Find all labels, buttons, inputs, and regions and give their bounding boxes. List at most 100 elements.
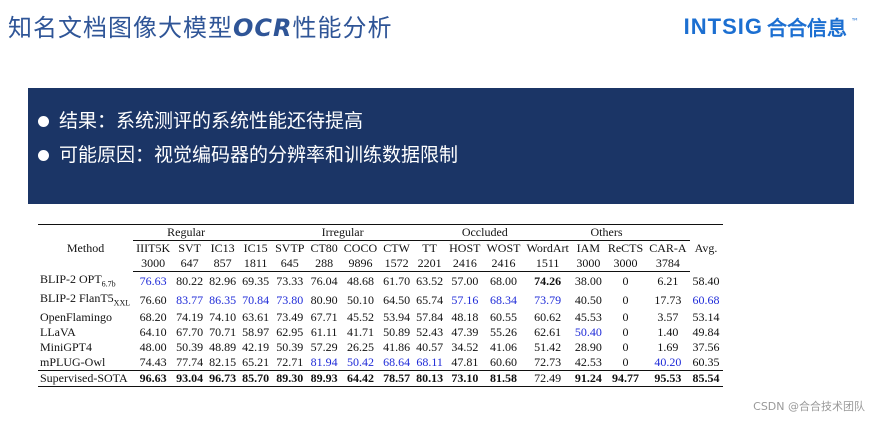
- results-table: Method Regular Irregular Occluded Others Avg.…: [38, 224, 723, 388]
- dataset-size: 857: [206, 256, 240, 272]
- score-cell: 40.57: [416, 340, 444, 355]
- bullet-dot-icon: [38, 149, 49, 161]
- table-row: BLIP-2 FlanT5XXL 76.60 83.77 86.35 70.84 73.8…: [38, 291, 723, 310]
- score-cell: 80.90: [310, 293, 338, 308]
- score-cell: 93.04: [173, 370, 207, 388]
- score-cell: 45.52: [346, 310, 374, 325]
- score-cell: 83.77: [176, 293, 204, 308]
- score-cell: 60.35: [692, 355, 720, 370]
- score-cell: 57.00: [451, 273, 479, 288]
- score-cell: 0: [622, 355, 629, 370]
- score-cell: 48.00: [139, 340, 167, 355]
- score-cell: 62.61: [534, 325, 562, 340]
- dataset-size: 3000: [604, 256, 647, 272]
- score-cell: 50.42: [346, 355, 374, 370]
- score-cell: 26.25: [346, 340, 374, 355]
- score-cell: 0: [622, 310, 629, 325]
- score-cell: 58.97: [242, 325, 270, 340]
- dataset-size: 1811: [239, 256, 273, 272]
- dataset-header: SVTP: [275, 241, 305, 255]
- score-cell: 57.29: [310, 340, 338, 355]
- score-cell: 61.11: [310, 325, 338, 340]
- score-cell: 0: [622, 340, 629, 355]
- score-cell: 60.55: [489, 310, 517, 325]
- score-cell: 53.94: [383, 310, 411, 325]
- score-cell: 50.39: [176, 340, 204, 355]
- score-cell: 89.30: [272, 370, 308, 388]
- dataset-header: WOST: [486, 241, 521, 255]
- dataset-header: ReCTS: [607, 241, 644, 255]
- dataset-header: WordArt: [526, 241, 569, 255]
- score-cell: 49.84: [692, 325, 720, 340]
- score-cell: 52.43: [416, 325, 444, 340]
- score-cell: 73.10: [446, 370, 484, 388]
- score-cell: 58.40: [692, 273, 720, 288]
- table-row: Supervised-SOTA 96.63 93.04 96.73 85.70 89.30…: [38, 370, 723, 388]
- score-cell: 76.60: [139, 293, 167, 308]
- group-header: Irregular: [239, 224, 447, 241]
- score-cell: 74.26: [534, 273, 562, 288]
- method-name: Supervised-SOTA: [38, 370, 134, 388]
- score-cell: 53.14: [692, 310, 720, 325]
- method-name: BLIP-2 FlanT5XXL: [40, 290, 131, 308]
- score-cell: 1.40: [657, 325, 679, 340]
- score-cell: 81.58: [483, 370, 524, 388]
- score-cell: 72.49: [523, 370, 572, 388]
- dataset-size: 2201: [413, 256, 447, 272]
- score-cell: 96.73: [206, 370, 240, 388]
- score-cell: 41.86: [383, 340, 411, 355]
- group-header: Regular: [133, 224, 240, 241]
- score-cell: 42.53: [574, 355, 602, 370]
- score-cell: 60.62: [534, 310, 562, 325]
- method-name: OpenFlamingo: [40, 310, 112, 325]
- score-cell: 17.73: [654, 293, 682, 308]
- score-cell: 91.24: [571, 370, 605, 388]
- score-cell: 1.69: [657, 340, 679, 355]
- score-cell: 67.70: [176, 325, 204, 340]
- score-cell: 28.90: [574, 340, 602, 355]
- score-cell: 61.70: [383, 273, 411, 288]
- score-cell: 48.89: [209, 340, 237, 355]
- watermark: CSDN @合合技术团队: [753, 400, 865, 413]
- score-cell: 57.16: [451, 293, 479, 308]
- method-subscript: 6.7b: [101, 278, 116, 288]
- method-name: BLIP-2 OPT6.7b: [40, 271, 116, 288]
- score-cell: 76.63: [139, 273, 167, 288]
- score-cell: 63.61: [242, 310, 270, 325]
- dataset-header: TT: [422, 241, 437, 255]
- score-cell: 65.74: [416, 293, 444, 308]
- score-cell: 68.00: [489, 273, 517, 288]
- score-cell: 85.54: [689, 370, 723, 388]
- score-cell: 95.53: [646, 370, 690, 388]
- slide-title: 知名文档图像大模型OCR性能分析: [8, 14, 393, 42]
- method-header: Method: [38, 224, 134, 272]
- score-cell: 64.50: [383, 293, 411, 308]
- dataset-header: IC15: [243, 241, 268, 255]
- dataset-header: CTW: [383, 241, 410, 255]
- summary-banner: 结果：系统测评的系统性能还待提高 可能原因：视觉编码器的分辨率和训练数据限制: [28, 88, 854, 204]
- score-cell: 45.53: [574, 310, 602, 325]
- table-row: 3000 647 857 1811 645 288 9896 1572 2201 2416 2416…: [38, 256, 723, 272]
- score-cell: 74.10: [209, 310, 237, 325]
- score-cell: 89.93: [307, 370, 341, 388]
- score-cell: 0: [622, 325, 629, 340]
- dataset-size: 2416: [446, 256, 484, 272]
- dataset-header: COCO: [343, 241, 378, 255]
- score-cell: 37.56: [692, 340, 720, 355]
- score-cell: 69.35: [242, 273, 270, 288]
- score-cell: 73.79: [534, 293, 562, 308]
- score-cell: 41.06: [489, 340, 517, 355]
- bullet-item: 结果：系统测评的系统性能还待提高: [38, 104, 854, 138]
- score-cell: 73.33: [276, 273, 304, 288]
- table-row: MiniGPT4 48.00 50.39 48.89 42.19 50.39 57.29 26…: [38, 340, 723, 355]
- score-cell: 41.71: [346, 325, 374, 340]
- score-cell: 68.20: [139, 310, 167, 325]
- dataset-size: 1572: [380, 256, 414, 272]
- score-cell: 42.19: [242, 340, 270, 355]
- score-cell: 38.00: [574, 273, 602, 288]
- score-cell: 3.57: [657, 310, 679, 325]
- score-cell: 50.40: [574, 325, 602, 340]
- method-name: LLaVA: [40, 325, 76, 340]
- score-cell: 70.71: [209, 325, 237, 340]
- dataset-header: IAM: [576, 241, 601, 255]
